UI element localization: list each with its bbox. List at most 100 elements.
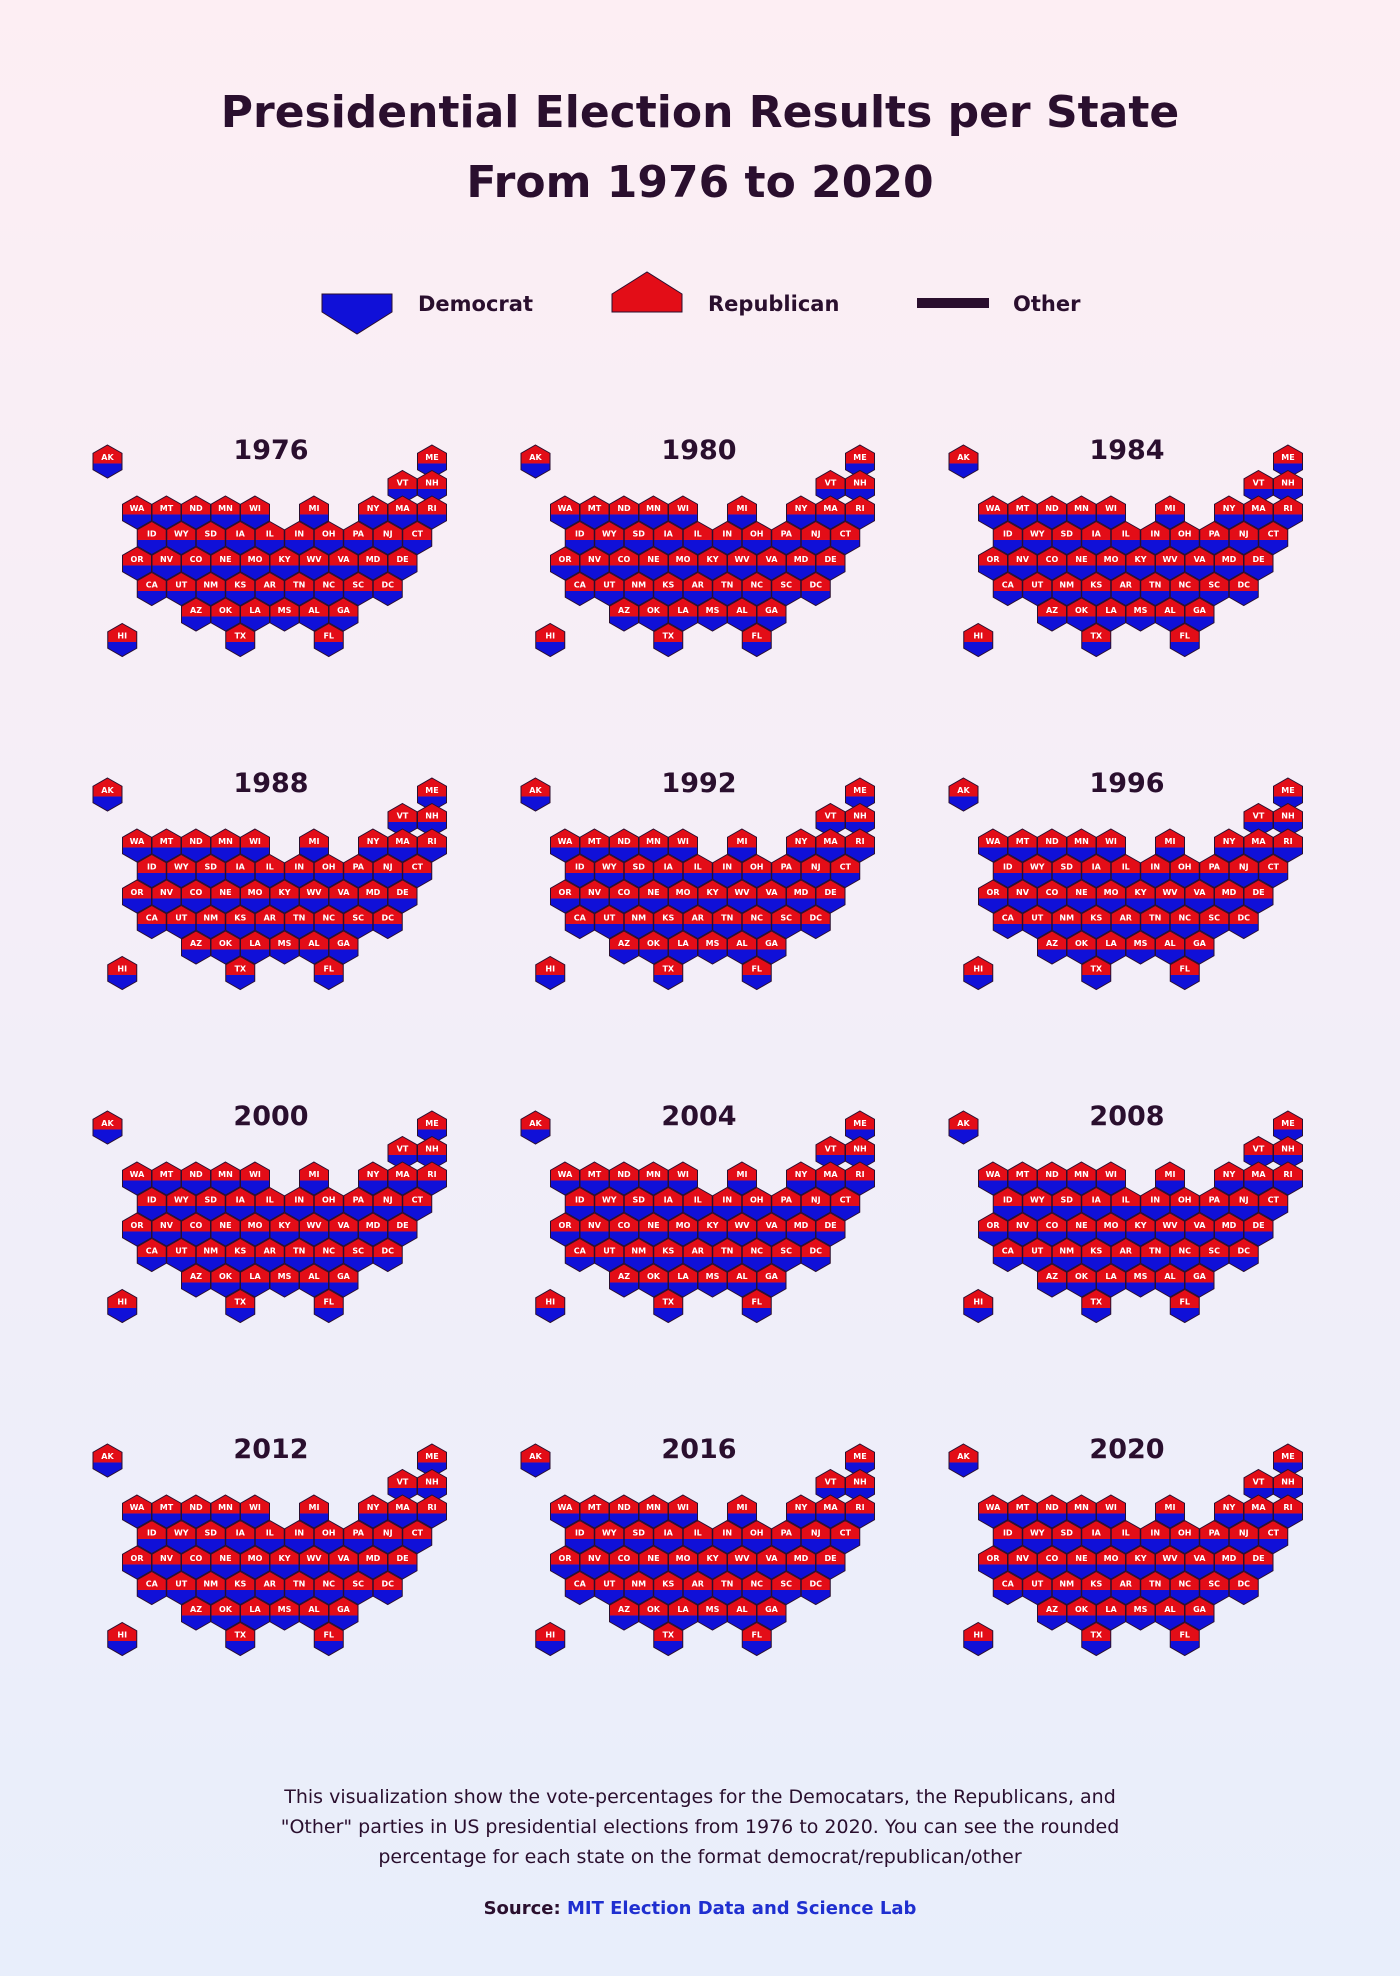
state-hex-outline bbox=[300, 1546, 329, 1579]
state-hex-outline bbox=[300, 598, 329, 631]
state-hex-outline bbox=[241, 931, 270, 964]
state-hex-bottom bbox=[624, 591, 653, 606]
state-hex-outline bbox=[152, 1213, 181, 1246]
state-hex-outline bbox=[610, 829, 639, 862]
state-label-VA: VA bbox=[1194, 1221, 1207, 1230]
state-hex-top bbox=[226, 1521, 255, 1539]
state-hex-top bbox=[211, 1213, 240, 1231]
state-hex-outline bbox=[182, 1213, 211, 1246]
state-hex-top bbox=[993, 1239, 1022, 1257]
state-hex-AK bbox=[949, 778, 978, 811]
state-hex-top bbox=[1023, 522, 1052, 540]
state-hex-bottom bbox=[270, 898, 299, 913]
source-link[interactable]: MIT Election Data and Science Lab bbox=[567, 1898, 916, 1919]
state-hex-LA bbox=[241, 1264, 270, 1297]
state-label-MO: MO bbox=[1104, 888, 1119, 897]
state-hex-top bbox=[226, 906, 255, 924]
state-hex-outline bbox=[1097, 1495, 1126, 1528]
state-hex-outline bbox=[698, 931, 727, 964]
state-hex-ME bbox=[1274, 1444, 1303, 1477]
state-hex-top bbox=[137, 855, 166, 873]
state-hex-bottom bbox=[1170, 1641, 1199, 1656]
state-label-ME: ME bbox=[853, 1119, 866, 1128]
state-hex-outline bbox=[1082, 1290, 1111, 1323]
state-hex-TX bbox=[654, 1623, 683, 1656]
state-hex-bottom bbox=[1082, 1641, 1111, 1656]
state-label-MI: MI bbox=[737, 1170, 748, 1179]
state-hex-top bbox=[639, 547, 668, 565]
state-hex-bottom bbox=[226, 540, 255, 555]
state-hex-top bbox=[388, 496, 417, 514]
state-hex-outline bbox=[698, 1597, 727, 1630]
state-hex-top bbox=[329, 1546, 358, 1564]
state-label-RI: RI bbox=[855, 1170, 864, 1179]
state-hex-bottom bbox=[787, 1564, 816, 1579]
state-label-TN: TN bbox=[1149, 1580, 1161, 1589]
state-hex-outline bbox=[993, 1239, 1022, 1272]
state-hex-outline bbox=[713, 1521, 742, 1554]
state-hex-bottom bbox=[713, 1206, 742, 1221]
state-label-NC: NC bbox=[750, 914, 763, 923]
state-hex-outline bbox=[1023, 1239, 1052, 1272]
state-label-KY: KY bbox=[1135, 555, 1147, 564]
state-hex-bottom bbox=[255, 1539, 284, 1554]
state-hex-top bbox=[742, 906, 771, 924]
state-hex-bottom bbox=[211, 514, 240, 529]
state-hex-outline bbox=[255, 906, 284, 939]
state-label-MN: MN bbox=[1074, 837, 1089, 846]
state-hex-NY bbox=[359, 829, 388, 862]
state-hex-top bbox=[979, 496, 1008, 514]
state-hex-outline bbox=[669, 1162, 698, 1195]
state-label-VT: VT bbox=[1253, 812, 1265, 821]
state-label-SC: SC bbox=[1208, 914, 1220, 923]
state-label-KS: KS bbox=[662, 581, 674, 590]
state-hex-GA bbox=[1185, 931, 1214, 964]
state-hex-outline bbox=[344, 522, 373, 555]
state-hex-bottom bbox=[772, 1206, 801, 1221]
state-hex-outline bbox=[757, 598, 786, 631]
state-hex-bottom bbox=[1067, 1615, 1096, 1630]
state-label-MN: MN bbox=[1074, 504, 1089, 513]
state-hex-outline bbox=[329, 1213, 358, 1246]
state-hex-MD bbox=[359, 880, 388, 913]
state-label-AL: AL bbox=[308, 939, 319, 948]
state-hex-bottom bbox=[300, 514, 329, 529]
state-hex-top bbox=[1038, 598, 1067, 616]
state-hex-ID bbox=[993, 1188, 1022, 1221]
state-hex-outline bbox=[255, 522, 284, 555]
state-hex-outline bbox=[536, 1623, 565, 1656]
state-label-IN: IN bbox=[1150, 1196, 1160, 1205]
state-hex-PA bbox=[344, 1521, 373, 1554]
state-hex-AZ bbox=[610, 1597, 639, 1630]
state-hex-top bbox=[639, 1162, 668, 1180]
state-label-LA: LA bbox=[677, 1605, 689, 1614]
state-hex-bottom bbox=[580, 1564, 609, 1579]
state-hex-KY bbox=[698, 1546, 727, 1579]
state-label-WY: WY bbox=[174, 530, 189, 539]
state-hex-AR bbox=[1111, 1239, 1140, 1272]
state-hex-top bbox=[1038, 496, 1067, 514]
state-hex-MD bbox=[787, 880, 816, 913]
state-hex-outline bbox=[964, 1290, 993, 1323]
state-hex-top bbox=[993, 906, 1022, 924]
state-hex-OR bbox=[123, 880, 152, 913]
state-label-DE: DE bbox=[824, 555, 836, 564]
state-hex-top bbox=[595, 1521, 624, 1539]
state-hex-SC bbox=[772, 1572, 801, 1605]
state-hex-bottom bbox=[388, 489, 417, 504]
state-label-NV: NV bbox=[588, 1554, 602, 1563]
state-hex-top bbox=[285, 1572, 314, 1590]
state-hex-outline bbox=[182, 547, 211, 580]
state-hex-top bbox=[123, 1213, 152, 1231]
state-label-CO: CO bbox=[190, 1221, 203, 1230]
state-label-MD: MD bbox=[1222, 555, 1237, 564]
state-hex-outline bbox=[979, 1213, 1008, 1246]
state-hex-outline bbox=[1111, 1239, 1140, 1272]
state-hex-ND bbox=[1038, 1495, 1067, 1528]
state-hex-MI bbox=[728, 496, 757, 529]
state-hex-top bbox=[1170, 1623, 1199, 1641]
state-label-VA: VA bbox=[338, 888, 351, 897]
state-label-MS: MS bbox=[278, 1272, 292, 1281]
state-hex-top bbox=[123, 829, 152, 847]
state-hex-SC bbox=[344, 1239, 373, 1272]
